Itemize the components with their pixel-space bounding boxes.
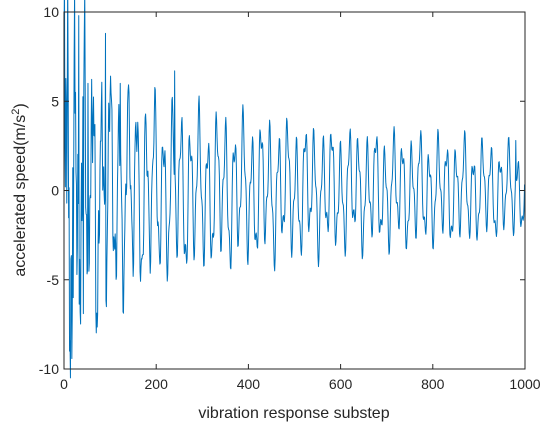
y-axis-label-close: ) (12, 103, 29, 108)
x-tick-label: 800 (421, 376, 445, 392)
x-tick-label: 600 (329, 376, 353, 392)
y-tick-label: -10 (39, 361, 59, 377)
y-tick-label: 5 (51, 93, 59, 109)
signal-layer (63, 0, 526, 379)
x-tick-label: 200 (145, 376, 169, 392)
x-tick-label: 0 (60, 376, 68, 392)
x-axis-label: vibration response substep (198, 405, 389, 422)
y-tick-label: 0 (51, 183, 59, 199)
y-axis-label-main: accelerated speed(m/s (12, 115, 29, 277)
y-axis-label-superscript: 2 (10, 109, 22, 115)
tick-layer: 0 200 400 600 800 1000 -10 -5 0 5 10 (39, 4, 541, 392)
y-tick-label: -5 (47, 272, 60, 288)
x-tick-label: 1000 (509, 376, 540, 392)
x-tick-label: 400 (237, 376, 261, 392)
series-line (63, 0, 526, 379)
y-tick-label: 10 (43, 4, 59, 20)
y-axis-label: accelerated speed(m/s2) (10, 103, 29, 276)
